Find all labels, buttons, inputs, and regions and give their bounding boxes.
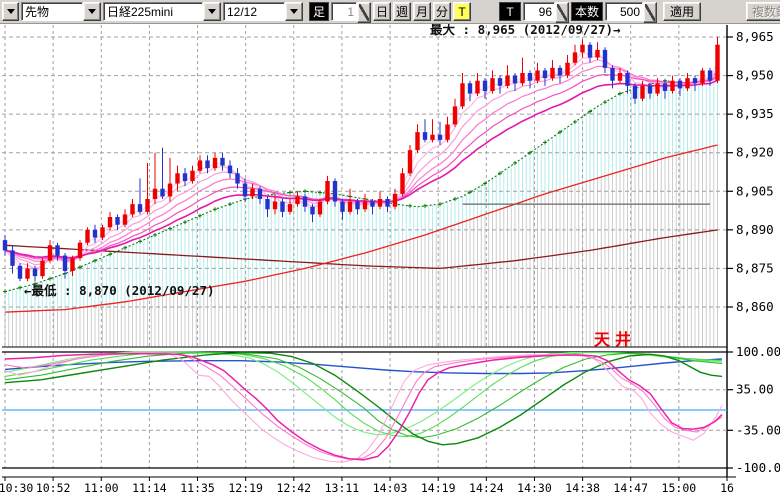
svg-text:15:00: 15:00 xyxy=(662,481,697,495)
svg-text:8,965: 8,965 xyxy=(736,29,774,44)
contract-month-combobox[interactable]: 12/12 xyxy=(223,2,303,21)
chevron-down-icon[interactable] xyxy=(83,2,101,21)
period-month-button[interactable]: 月 xyxy=(413,2,431,21)
svg-text:11:00: 11:00 xyxy=(84,481,119,495)
svg-text:-35.00: -35.00 xyxy=(736,422,780,437)
svg-text:12:19: 12:19 xyxy=(228,481,263,495)
svg-text:14:47: 14:47 xyxy=(613,481,648,495)
apply-button[interactable]: 適用 xyxy=(663,2,701,21)
svg-text:11:35: 11:35 xyxy=(180,481,215,495)
spin-icon[interactable] xyxy=(357,2,371,23)
bar-count-stepper[interactable]: 500 xyxy=(605,2,657,21)
category-combobox[interactable]: 先物 xyxy=(21,2,101,21)
svg-text:14:19: 14:19 xyxy=(421,481,456,495)
svg-text:11:14: 11:14 xyxy=(132,481,167,495)
svg-text:10:30: 10:30 xyxy=(0,481,33,495)
svg-text:14:03: 14:03 xyxy=(373,481,408,495)
multi-symbol-button[interactable]: 複数銘柄 xyxy=(746,2,780,21)
svg-text:10:52: 10:52 xyxy=(36,481,71,495)
period-tick-button[interactable]: T xyxy=(453,2,471,21)
svg-text:8,860: 8,860 xyxy=(736,299,774,314)
tick-count-stepper[interactable]: 96 xyxy=(523,2,569,21)
svg-text:8,875: 8,875 xyxy=(736,260,774,275)
svg-text:100.00: 100.00 xyxy=(736,344,780,359)
bar-type-label: 足 xyxy=(309,2,329,21)
toolbar: 先物 日経225mini 12/12 足 1 日 週 月 分 T T 96 本数… xyxy=(0,0,780,24)
chevron-down-icon xyxy=(7,9,15,14)
category-value: 先物 xyxy=(21,2,83,21)
svg-text:天井: 天井 xyxy=(594,330,636,349)
svg-text:8,920: 8,920 xyxy=(736,145,774,160)
symbol-list-dropdown-button[interactable] xyxy=(2,2,19,21)
chevron-down-icon[interactable] xyxy=(203,2,221,21)
spin-icon[interactable] xyxy=(555,2,569,23)
bar-count-value: 500 xyxy=(605,2,643,21)
tick-count-value: 96 xyxy=(523,2,555,21)
svg-text:最大 : 8,965 (2012/09/27)→: 最大 : 8,965 (2012/09/27)→ xyxy=(430,24,621,37)
svg-text:35.00: 35.00 xyxy=(736,382,774,397)
app-window: { "toolbar": { "nav_dropdown_icon": "che… xyxy=(0,0,780,500)
svg-text:16: 16 xyxy=(720,481,734,495)
svg-text:14:24: 14:24 xyxy=(469,481,504,495)
chevron-down-icon[interactable] xyxy=(285,2,303,21)
svg-text:8,935: 8,935 xyxy=(736,106,774,121)
interval-value: 1 xyxy=(331,2,357,21)
svg-text:14:38: 14:38 xyxy=(565,481,600,495)
svg-text:←最低 : 8,870 (2012/09/27): ←最低 : 8,870 (2012/09/27) xyxy=(24,283,215,298)
contract-month-value: 12/12 xyxy=(223,2,285,21)
svg-text:8,905: 8,905 xyxy=(736,183,774,198)
interval-stepper[interactable]: 1 xyxy=(331,2,371,21)
svg-text:-100.00: -100.00 xyxy=(736,460,780,475)
symbol-value: 日経225mini xyxy=(103,2,203,21)
svg-text:8,950: 8,950 xyxy=(736,68,774,83)
symbol-combobox[interactable]: 日経225mini xyxy=(103,2,221,21)
svg-text:13:11: 13:11 xyxy=(325,481,360,495)
svg-text:14:30: 14:30 xyxy=(517,481,552,495)
period-minute-button[interactable]: 分 xyxy=(433,2,451,21)
period-day-button[interactable]: 日 xyxy=(373,2,391,21)
svg-text:8,890: 8,890 xyxy=(736,222,774,237)
period-week-button[interactable]: 週 xyxy=(393,2,411,21)
price-chart-svg[interactable]: 8,965 8,950 8,935 8,920 8,905 8,890 8,875 8,860… xyxy=(0,24,780,500)
bar-count-label: 本数 xyxy=(571,2,603,21)
tick-mode-label: T xyxy=(499,2,521,21)
svg-text:12:42: 12:42 xyxy=(276,481,311,495)
spin-icon[interactable] xyxy=(643,2,657,23)
